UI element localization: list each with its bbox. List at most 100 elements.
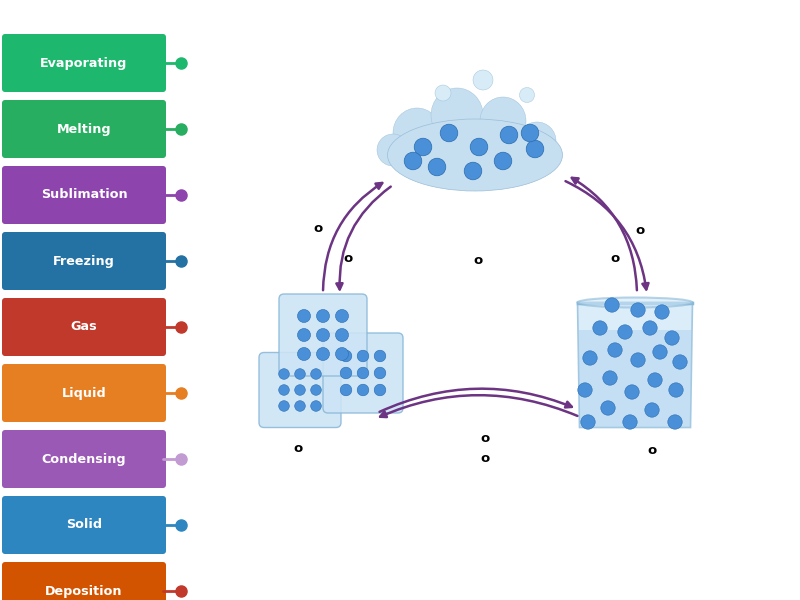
Ellipse shape	[431, 88, 483, 142]
FancyBboxPatch shape	[2, 496, 166, 554]
Circle shape	[414, 138, 432, 156]
Circle shape	[310, 401, 322, 412]
Circle shape	[294, 385, 306, 395]
Circle shape	[582, 351, 597, 365]
FancyBboxPatch shape	[279, 294, 367, 376]
Circle shape	[340, 384, 352, 396]
Polygon shape	[578, 302, 693, 427]
FancyBboxPatch shape	[2, 100, 166, 158]
Circle shape	[622, 415, 638, 429]
Circle shape	[374, 367, 386, 379]
Circle shape	[340, 350, 352, 362]
Circle shape	[294, 368, 306, 379]
Circle shape	[653, 345, 667, 359]
Circle shape	[603, 371, 618, 385]
FancyBboxPatch shape	[2, 166, 166, 224]
FancyBboxPatch shape	[323, 333, 403, 413]
Circle shape	[665, 331, 679, 345]
Circle shape	[298, 329, 310, 341]
Circle shape	[630, 353, 646, 367]
Circle shape	[625, 385, 639, 399]
Circle shape	[608, 343, 622, 357]
FancyBboxPatch shape	[2, 562, 166, 600]
Circle shape	[618, 325, 632, 339]
Circle shape	[298, 310, 310, 323]
Circle shape	[335, 310, 349, 323]
Circle shape	[605, 298, 619, 312]
Text: Evaporating: Evaporating	[40, 56, 128, 70]
Circle shape	[357, 367, 369, 379]
Circle shape	[522, 124, 539, 142]
Text: o: o	[610, 251, 620, 265]
Circle shape	[519, 88, 534, 103]
Circle shape	[470, 138, 488, 156]
FancyBboxPatch shape	[2, 232, 166, 290]
Circle shape	[630, 303, 646, 317]
Text: o: o	[343, 251, 353, 265]
Circle shape	[278, 401, 290, 412]
FancyBboxPatch shape	[259, 352, 341, 427]
Polygon shape	[578, 330, 691, 427]
FancyBboxPatch shape	[2, 364, 166, 422]
Circle shape	[374, 384, 386, 396]
Text: Solid: Solid	[66, 518, 102, 532]
Circle shape	[648, 373, 662, 387]
Text: o: o	[635, 223, 645, 236]
Circle shape	[500, 126, 518, 144]
Text: Melting: Melting	[57, 122, 111, 136]
Circle shape	[645, 403, 659, 417]
Text: Sublimation: Sublimation	[41, 188, 127, 202]
Circle shape	[601, 401, 615, 415]
Text: o: o	[480, 451, 490, 464]
Circle shape	[357, 384, 369, 396]
Text: o: o	[474, 253, 482, 266]
Ellipse shape	[480, 97, 526, 145]
Circle shape	[643, 321, 658, 335]
Circle shape	[335, 347, 349, 361]
Circle shape	[654, 305, 669, 319]
Text: o: o	[647, 443, 657, 457]
Circle shape	[404, 152, 422, 170]
Circle shape	[317, 329, 330, 341]
Circle shape	[464, 162, 482, 180]
Circle shape	[669, 383, 683, 397]
Text: Condensing: Condensing	[42, 452, 126, 466]
Text: Deposition: Deposition	[46, 584, 122, 598]
Ellipse shape	[578, 298, 693, 307]
Ellipse shape	[518, 122, 556, 160]
Circle shape	[473, 70, 493, 90]
Text: Gas: Gas	[70, 320, 98, 334]
Ellipse shape	[387, 119, 562, 191]
Circle shape	[593, 321, 607, 335]
Text: o: o	[480, 431, 490, 445]
Circle shape	[526, 140, 544, 158]
Circle shape	[673, 355, 687, 369]
Circle shape	[374, 350, 386, 362]
Circle shape	[335, 329, 349, 341]
Circle shape	[435, 85, 451, 101]
Circle shape	[317, 310, 330, 323]
Circle shape	[278, 385, 290, 395]
Circle shape	[581, 415, 595, 429]
FancyBboxPatch shape	[2, 298, 166, 356]
FancyBboxPatch shape	[2, 430, 166, 488]
FancyBboxPatch shape	[2, 34, 166, 92]
Circle shape	[298, 347, 310, 361]
Circle shape	[428, 158, 446, 176]
Text: Liquid: Liquid	[62, 386, 106, 400]
Circle shape	[578, 383, 592, 397]
Ellipse shape	[393, 108, 441, 158]
Circle shape	[294, 401, 306, 412]
Text: Freezing: Freezing	[53, 254, 115, 268]
Ellipse shape	[377, 134, 409, 166]
Circle shape	[494, 152, 512, 170]
Circle shape	[278, 368, 290, 379]
Text: o: o	[294, 442, 302, 455]
Text: o: o	[314, 221, 322, 235]
Circle shape	[668, 415, 682, 429]
Circle shape	[440, 124, 458, 142]
Circle shape	[317, 347, 330, 361]
Circle shape	[310, 385, 322, 395]
Circle shape	[310, 368, 322, 379]
Circle shape	[357, 350, 369, 362]
